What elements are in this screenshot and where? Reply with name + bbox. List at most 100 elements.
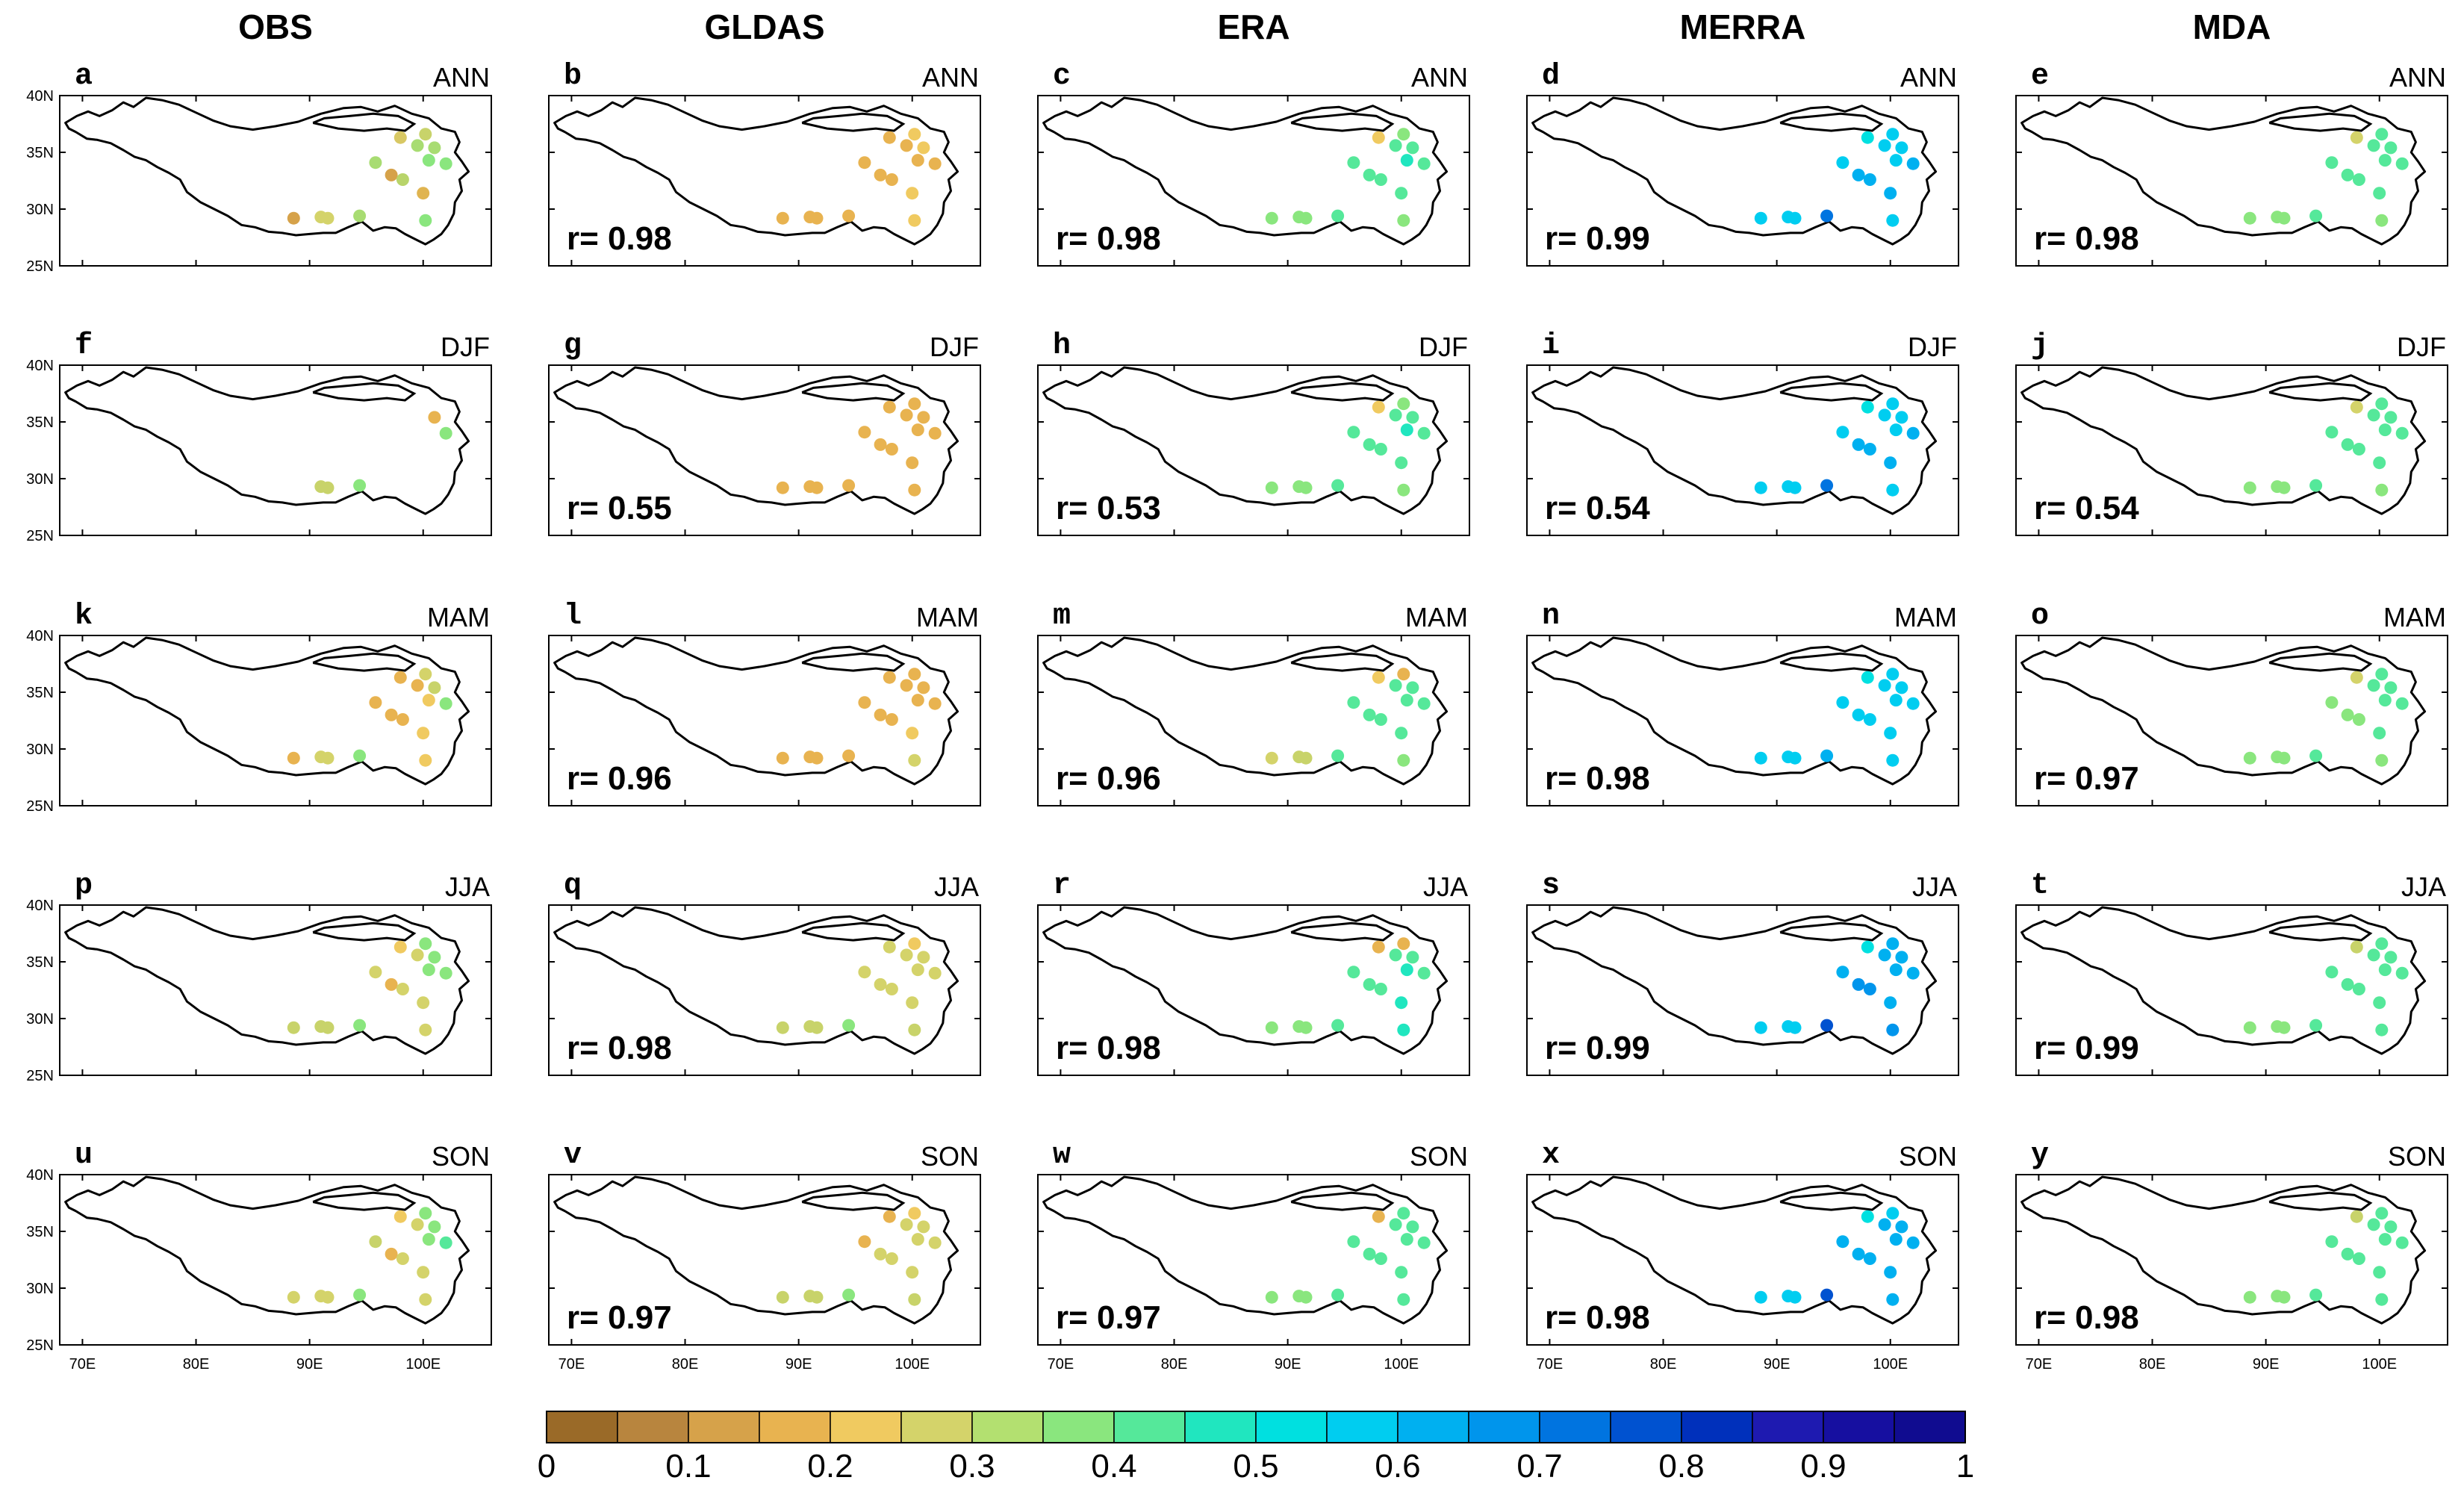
station-dot xyxy=(858,966,871,979)
station-dot xyxy=(776,211,789,225)
panel-letter: g xyxy=(564,329,582,363)
map-frame xyxy=(548,95,981,267)
station-dot xyxy=(1820,1288,1834,1302)
station-dot xyxy=(1363,708,1376,721)
station-dot xyxy=(1895,141,1908,155)
panel-letter: s xyxy=(1542,869,1560,903)
season-label: JJA xyxy=(934,871,979,902)
column-title-mda: MDA xyxy=(2193,7,2271,46)
station-dot xyxy=(1363,977,1376,991)
station-dot xyxy=(2395,966,2409,980)
station-dot xyxy=(1374,443,1387,456)
station-dot xyxy=(1299,1021,1313,1034)
season-label: SON xyxy=(432,1141,490,1172)
station-dot xyxy=(1906,157,1920,170)
station-dot xyxy=(1265,481,1278,494)
map-frame xyxy=(1526,95,1959,267)
station-dot xyxy=(287,751,300,765)
station-dot xyxy=(428,681,441,694)
map-frame xyxy=(548,635,981,806)
station-dot xyxy=(1372,131,1385,144)
station-dot xyxy=(2243,481,2256,494)
panel-grid: a ANN 40N 35N 30N 25N b ANN r= 0.98 c ANN r= 0.98 d A… xyxy=(26,60,2448,1373)
plateau-outline xyxy=(64,636,470,786)
qaidam-outline xyxy=(1779,112,1884,132)
correlation-label: r= 0.98 xyxy=(567,220,672,257)
station-dot xyxy=(2375,1207,2389,1220)
station-dot xyxy=(1889,963,1903,977)
station-dot xyxy=(842,1288,856,1302)
panel-letter: a xyxy=(75,60,93,93)
station-dot xyxy=(2375,128,2389,141)
colorbar-segment xyxy=(1823,1411,1895,1443)
station-dot xyxy=(2309,1288,2323,1302)
station-dot xyxy=(1397,937,1410,951)
station-dot xyxy=(1861,671,1874,684)
map-frame xyxy=(548,904,981,1076)
station-dot xyxy=(1397,753,1410,767)
station-dot xyxy=(810,1290,824,1304)
station-dot xyxy=(1895,951,1908,964)
station-dot xyxy=(906,996,919,1010)
station-dot xyxy=(385,708,398,721)
panel-letter: m xyxy=(1053,600,1071,633)
lon-tick-label: 80E xyxy=(183,1356,210,1373)
panel-letter: c xyxy=(1053,60,1071,93)
station-dot xyxy=(2378,694,2392,707)
panel-letter: x xyxy=(1542,1139,1560,1172)
map-panel-v: v SON 70E 80E 90E 100E r= 0.97 xyxy=(548,1139,981,1373)
map-frame xyxy=(1037,1174,1470,1346)
station-dot xyxy=(2395,1236,2409,1249)
map-panel-r: r JJA r= 0.98 xyxy=(1037,869,1470,1076)
qaidam-outline xyxy=(2268,652,2373,672)
station-dot xyxy=(2375,483,2389,497)
station-dot xyxy=(906,727,919,740)
station-dot xyxy=(1895,681,1908,694)
station-dot xyxy=(928,426,942,440)
correlation-label: r= 0.54 xyxy=(1545,490,1650,526)
station-dot xyxy=(2243,211,2256,225)
qaidam-outline xyxy=(1290,652,1395,672)
station-dot xyxy=(1884,996,1897,1010)
station-dot xyxy=(883,671,896,684)
correlation-label: r= 0.98 xyxy=(1056,220,1161,257)
station-dot xyxy=(422,694,435,707)
station-dot xyxy=(1878,679,1891,692)
station-dot xyxy=(1886,397,1900,411)
station-dot xyxy=(1265,1290,1278,1304)
station-dot xyxy=(874,708,887,721)
correlation-label: r= 0.99 xyxy=(1545,220,1650,257)
station-dot xyxy=(287,211,300,225)
station-dot xyxy=(2367,679,2380,692)
station-dot xyxy=(1299,211,1313,225)
correlation-label: r= 0.97 xyxy=(2034,760,2139,797)
station-dot xyxy=(1895,1220,1908,1234)
plateau-outline xyxy=(553,636,959,786)
station-dot xyxy=(2350,131,2363,144)
station-dot xyxy=(776,481,789,494)
station-dot xyxy=(917,411,930,424)
station-dot xyxy=(1395,187,1408,200)
station-dot xyxy=(439,697,452,710)
lat-tick-label: 25N xyxy=(26,1337,54,1354)
station-dot xyxy=(900,408,913,422)
station-dot xyxy=(1863,1252,1876,1265)
station-dot xyxy=(369,1235,382,1249)
station-dot xyxy=(1861,400,1874,414)
colorbar-tick-label: 0.5 xyxy=(1233,1448,1278,1485)
station-dot xyxy=(911,423,924,437)
station-dot xyxy=(917,951,930,964)
qaidam-outline xyxy=(1290,921,1395,942)
season-label: JJA xyxy=(1423,871,1468,902)
season-label: DJF xyxy=(930,332,979,362)
map-panel-u: u SON 40N 35N 30N 25N 70E 80E 90E 100E xyxy=(26,1139,492,1373)
map-panel-n: n MAM r= 0.98 xyxy=(1526,600,1959,806)
station-dot xyxy=(1397,1023,1410,1036)
station-dot xyxy=(900,1218,913,1231)
station-dot xyxy=(1884,1266,1897,1279)
station-dot xyxy=(1878,408,1891,422)
colorbar-tick-label: 0.2 xyxy=(807,1448,853,1485)
lat-tick-label: 35N xyxy=(26,414,54,431)
station-dot xyxy=(2341,708,2354,721)
station-dot xyxy=(928,966,942,980)
